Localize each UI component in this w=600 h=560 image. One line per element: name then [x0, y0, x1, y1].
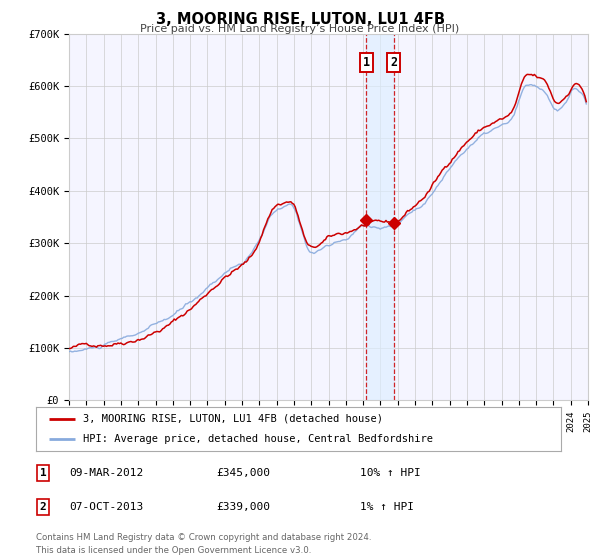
Text: Price paid vs. HM Land Registry’s House Price Index (HPI): Price paid vs. HM Land Registry’s House … [140, 24, 460, 34]
Text: 3, MOORING RISE, LUTON, LU1 4FB (detached house): 3, MOORING RISE, LUTON, LU1 4FB (detache… [83, 414, 383, 424]
Text: 2: 2 [40, 502, 47, 512]
Text: 09-MAR-2012: 09-MAR-2012 [69, 468, 143, 478]
Text: 1% ↑ HPI: 1% ↑ HPI [360, 502, 414, 512]
Text: 1: 1 [363, 56, 370, 69]
Text: £339,000: £339,000 [216, 502, 270, 512]
Text: 10% ↑ HPI: 10% ↑ HPI [360, 468, 421, 478]
Text: Contains HM Land Registry data © Crown copyright and database right 2024.
This d: Contains HM Land Registry data © Crown c… [36, 533, 371, 554]
Text: 07-OCT-2013: 07-OCT-2013 [69, 502, 143, 512]
Text: 3, MOORING RISE, LUTON, LU1 4FB: 3, MOORING RISE, LUTON, LU1 4FB [155, 12, 445, 27]
Text: 2: 2 [390, 56, 397, 69]
Text: HPI: Average price, detached house, Central Bedfordshire: HPI: Average price, detached house, Cent… [83, 434, 433, 444]
Text: 1: 1 [40, 468, 47, 478]
Bar [367, 34, 394, 400]
Text: £345,000: £345,000 [216, 468, 270, 478]
